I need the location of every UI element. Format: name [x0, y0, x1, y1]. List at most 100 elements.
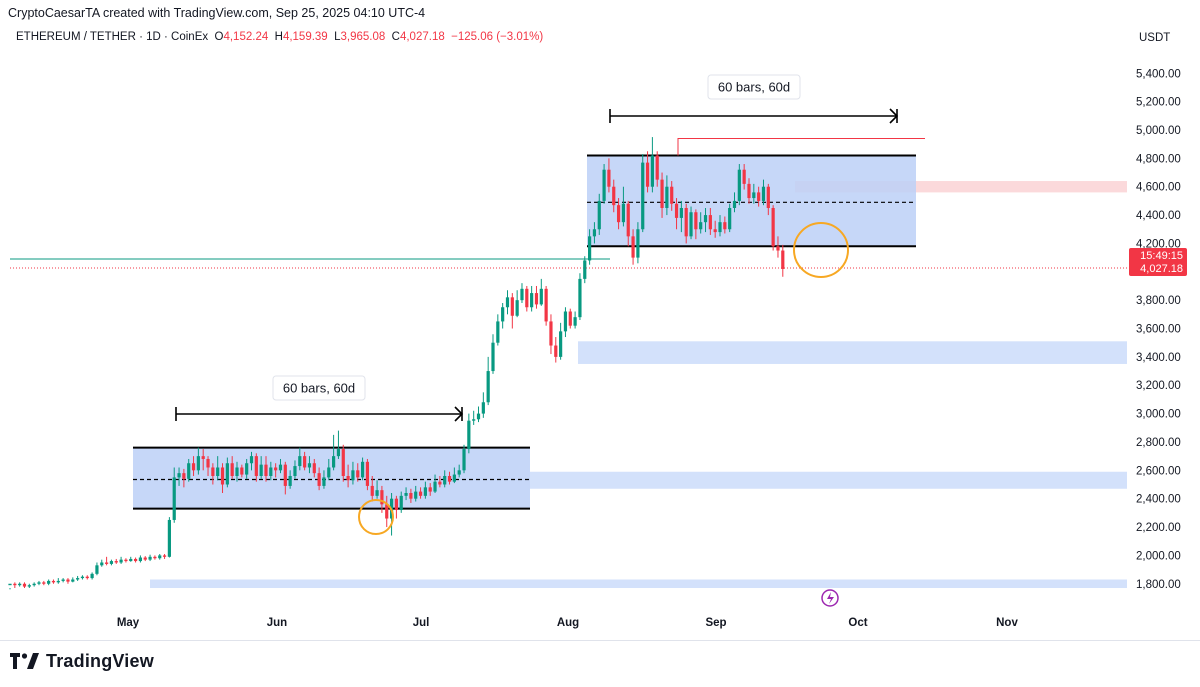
candle-body: [699, 222, 703, 230]
candle-body: [621, 203, 626, 223]
candle-body: [346, 475, 350, 481]
candle: [486, 356, 490, 406]
candle: [249, 451, 254, 471]
x-tick-label: Jun: [267, 617, 287, 629]
tradingview-logo[interactable]: TradingView: [10, 650, 154, 672]
candle: [781, 244, 785, 277]
currency-label[interactable]: USDT: [1139, 32, 1171, 44]
candle-body: [462, 449, 466, 471]
candle-body: [501, 307, 505, 322]
candle-body: [109, 561, 114, 564]
candle: [182, 468, 186, 488]
candle-body: [438, 481, 442, 485]
candle-body: [694, 212, 698, 230]
candle: [380, 485, 384, 513]
candle-body: [375, 490, 379, 496]
candle: [365, 458, 370, 491]
candle-body: [607, 169, 611, 187]
candle-body: [332, 456, 336, 468]
candle: [245, 458, 249, 479]
candle-body: [264, 464, 268, 476]
candle: [616, 198, 621, 230]
candle-body: [129, 558, 133, 562]
y-tick-label: 4,200.00: [1136, 238, 1181, 250]
price-chart[interactable]: 60 bars, 60d 60 bars, 60d 5,400.00 5,200.0…: [0, 0, 1200, 640]
y-tick-label: 3,800.00: [1136, 295, 1181, 307]
candle: [544, 285, 548, 326]
lines-layer: [10, 138, 1127, 269]
candle: [655, 151, 659, 187]
candle-body: [32, 583, 36, 586]
candle-body: [119, 559, 123, 563]
candle: [254, 453, 258, 482]
candle: [737, 164, 741, 206]
candle: [394, 495, 398, 519]
candle-body: [631, 236, 635, 258]
candle-body: [56, 580, 60, 583]
candle: [689, 206, 693, 240]
candle-body: [510, 297, 514, 316]
candle-body: [220, 467, 225, 485]
candle: [42, 580, 46, 586]
candle: [143, 556, 147, 562]
candle: [592, 222, 597, 244]
x-tick-label: Oct: [848, 617, 867, 629]
candle-body: [177, 473, 181, 478]
candle-body: [723, 222, 727, 230]
candle-body: [259, 464, 263, 476]
candle-body: [254, 456, 258, 476]
candle-body: [225, 463, 229, 485]
candle-body: [37, 582, 41, 584]
candle-body: [718, 222, 722, 233]
candle-body: [187, 463, 191, 479]
candle: [467, 413, 471, 454]
candle: [162, 553, 167, 559]
candle-body: [674, 203, 679, 218]
candle-body: [515, 300, 519, 316]
candle-body: [394, 498, 398, 511]
symbol-legend: ETHEREUM / TETHER · 1D · CoinEx O4,152.2…: [16, 31, 543, 43]
candle-body: [554, 345, 558, 357]
symbol-name[interactable]: ETHEREUM / TETHER · 1D · CoinEx: [16, 31, 209, 43]
candle: [612, 179, 616, 213]
candle: [336, 430, 341, 459]
candle-body: [457, 470, 461, 475]
candle-body: [404, 493, 408, 496]
candle-body: [665, 186, 669, 208]
candle: [438, 475, 442, 488]
candle: [588, 229, 592, 265]
candle: [771, 205, 775, 251]
last-price-label: 4,027.18: [1140, 263, 1183, 275]
candle: [703, 207, 708, 233]
y-tick-label: 2,000.00: [1136, 550, 1181, 562]
candle: [385, 495, 389, 528]
candle: [220, 463, 225, 494]
candle: [761, 179, 766, 206]
candle: [679, 200, 683, 233]
candle-body: [418, 491, 423, 496]
y-tick-label: 5,000.00: [1136, 125, 1181, 137]
candle: [452, 467, 456, 484]
candle: [515, 290, 519, 318]
candle: [660, 172, 664, 218]
candle-body: [670, 186, 674, 204]
candle: [230, 456, 234, 479]
candle-body: [447, 475, 452, 482]
candle: [341, 444, 345, 482]
chart-header: CryptoCaesarTA created with TradingView.…: [0, 0, 1200, 26]
candle: [18, 582, 22, 587]
candle-body: [13, 583, 17, 586]
x-tick-label: Nov: [996, 617, 1018, 629]
candle: [674, 198, 679, 230]
candle-body: [8, 583, 12, 586]
candle-body: [105, 562, 109, 564]
candle: [510, 293, 514, 329]
candle-body: [467, 420, 471, 450]
candle: [133, 557, 138, 563]
candle-body: [761, 186, 766, 201]
candle-body: [713, 229, 717, 233]
candle: [100, 559, 104, 567]
candle-body: [133, 558, 138, 562]
candle-body: [47, 580, 51, 584]
last-price-tag: [1129, 247, 1187, 276]
